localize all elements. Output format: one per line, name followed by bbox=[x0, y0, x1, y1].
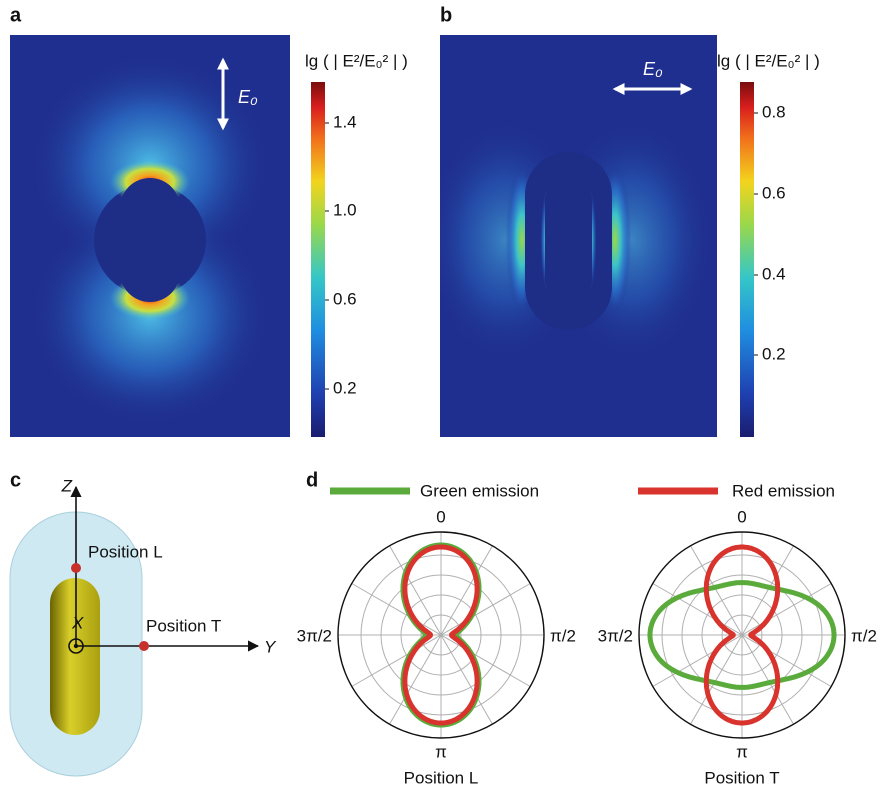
colorbar-tick-label: 0.6 bbox=[762, 183, 786, 202]
colorbar-tick-label: 0.2 bbox=[762, 344, 786, 363]
panel-label: c bbox=[10, 469, 21, 491]
heatmap bbox=[425, 35, 717, 437]
rod bbox=[50, 578, 100, 735]
angle-label: 0 bbox=[436, 507, 445, 526]
polar-plots: 0 π/2 π 3π/2 Position L 0 π/2 π 3π/2 Position T bbox=[297, 507, 877, 787]
colorbar-tick-label: 0.8 bbox=[762, 102, 786, 121]
angle-label: π/2 bbox=[851, 626, 877, 645]
colorbar-tick-label: 0.6 bbox=[333, 289, 357, 308]
colorbar-tick-label: 0.2 bbox=[333, 378, 357, 397]
angle-label: π bbox=[435, 742, 447, 761]
colorbar-tick-label: 1.4 bbox=[333, 112, 357, 131]
plot-label: Position L bbox=[404, 768, 479, 787]
figure: a E₀ lg ( | E²/E₀² | ) 1.4 1.0 0.6 0.2 b E₀… bbox=[0, 0, 880, 789]
panel-label: b bbox=[440, 4, 452, 26]
axis-label: Y bbox=[264, 637, 277, 656]
position-dot bbox=[71, 563, 81, 573]
position-dot bbox=[139, 641, 149, 651]
colorbar bbox=[311, 82, 325, 437]
colorbar-tick-label: 1.0 bbox=[333, 200, 357, 219]
axis-label: X bbox=[71, 613, 84, 632]
angle-label: π/2 bbox=[550, 626, 576, 645]
position-label: Position T bbox=[146, 616, 221, 635]
colorbar-title: lg ( | E²/E₀² | ) bbox=[305, 51, 408, 70]
plot-label: Position T bbox=[704, 768, 779, 787]
angle-label: 3π/2 bbox=[297, 626, 332, 645]
field-label: E₀ bbox=[643, 59, 663, 79]
legend-entry: Green emission bbox=[420, 481, 539, 500]
angle-label: 0 bbox=[737, 507, 746, 526]
colorbar-tick-label: 0.4 bbox=[762, 264, 786, 283]
angle-label: π bbox=[736, 742, 748, 761]
colorbar-ticks: 1.4 1.0 0.6 0.2 bbox=[325, 112, 357, 397]
colorbar bbox=[740, 82, 754, 437]
x-axis-dot bbox=[74, 644, 78, 648]
field-label: E₀ bbox=[238, 87, 258, 107]
legend-entry: Red emission bbox=[732, 481, 835, 500]
colorbar-title: lg ( | E²/E₀² | ) bbox=[717, 51, 820, 70]
angle-label: 3π/2 bbox=[598, 626, 633, 645]
panel-label: a bbox=[10, 4, 22, 26]
colorbar-ticks: 0.8 0.6 0.4 0.2 bbox=[754, 102, 786, 363]
panel-label: d bbox=[306, 469, 318, 491]
axis-label: Z bbox=[61, 476, 73, 495]
position-label: Position L bbox=[88, 542, 163, 561]
